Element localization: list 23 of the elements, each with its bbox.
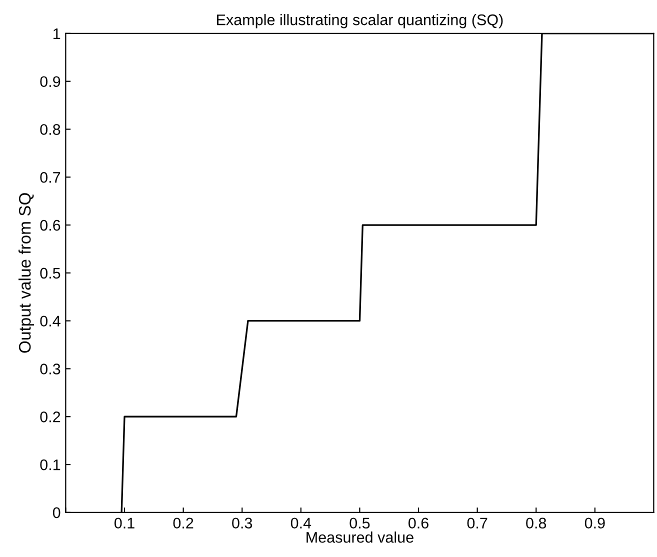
x-tick-label: 0.7 [467, 518, 488, 529]
x-axis-title: Measured value [306, 532, 414, 543]
y-tick-label: 0.7 [40, 172, 60, 183]
chart-title: Example illustrating scalar quantizing (SQ) [217, 14, 503, 28]
x-tick-label: 0.5 [350, 518, 370, 529]
y-tick-label: 0.2 [40, 412, 60, 422]
x-tick-label: 0.2 [173, 518, 194, 529]
y-tick-label: 0.6 [40, 220, 60, 231]
y-tick-label: 0.9 [40, 76, 60, 88]
y-tick-label: 0.1 [40, 459, 60, 470]
y-tick-label: 0.4 [40, 316, 60, 327]
y-axis-title: Output value from SQ [18, 193, 34, 353]
y-tick-label: 0.8 [40, 124, 60, 135]
y-tick-label: 1 [54, 28, 60, 39]
y-tick-label: 0 [52, 507, 60, 518]
x-tick-label: 0.8 [526, 518, 546, 529]
x-tick-label: 0.6 [408, 518, 428, 529]
y-tick-label: 0.3 [40, 364, 60, 374]
x-tick-label: 0.9 [584, 518, 605, 529]
y-tick-label: 0.5 [40, 268, 60, 279]
x-tick-label: 0.1 [114, 518, 134, 529]
x-tick-label: 0.4 [290, 518, 312, 529]
x-tick-label: 0.3 [232, 518, 252, 529]
